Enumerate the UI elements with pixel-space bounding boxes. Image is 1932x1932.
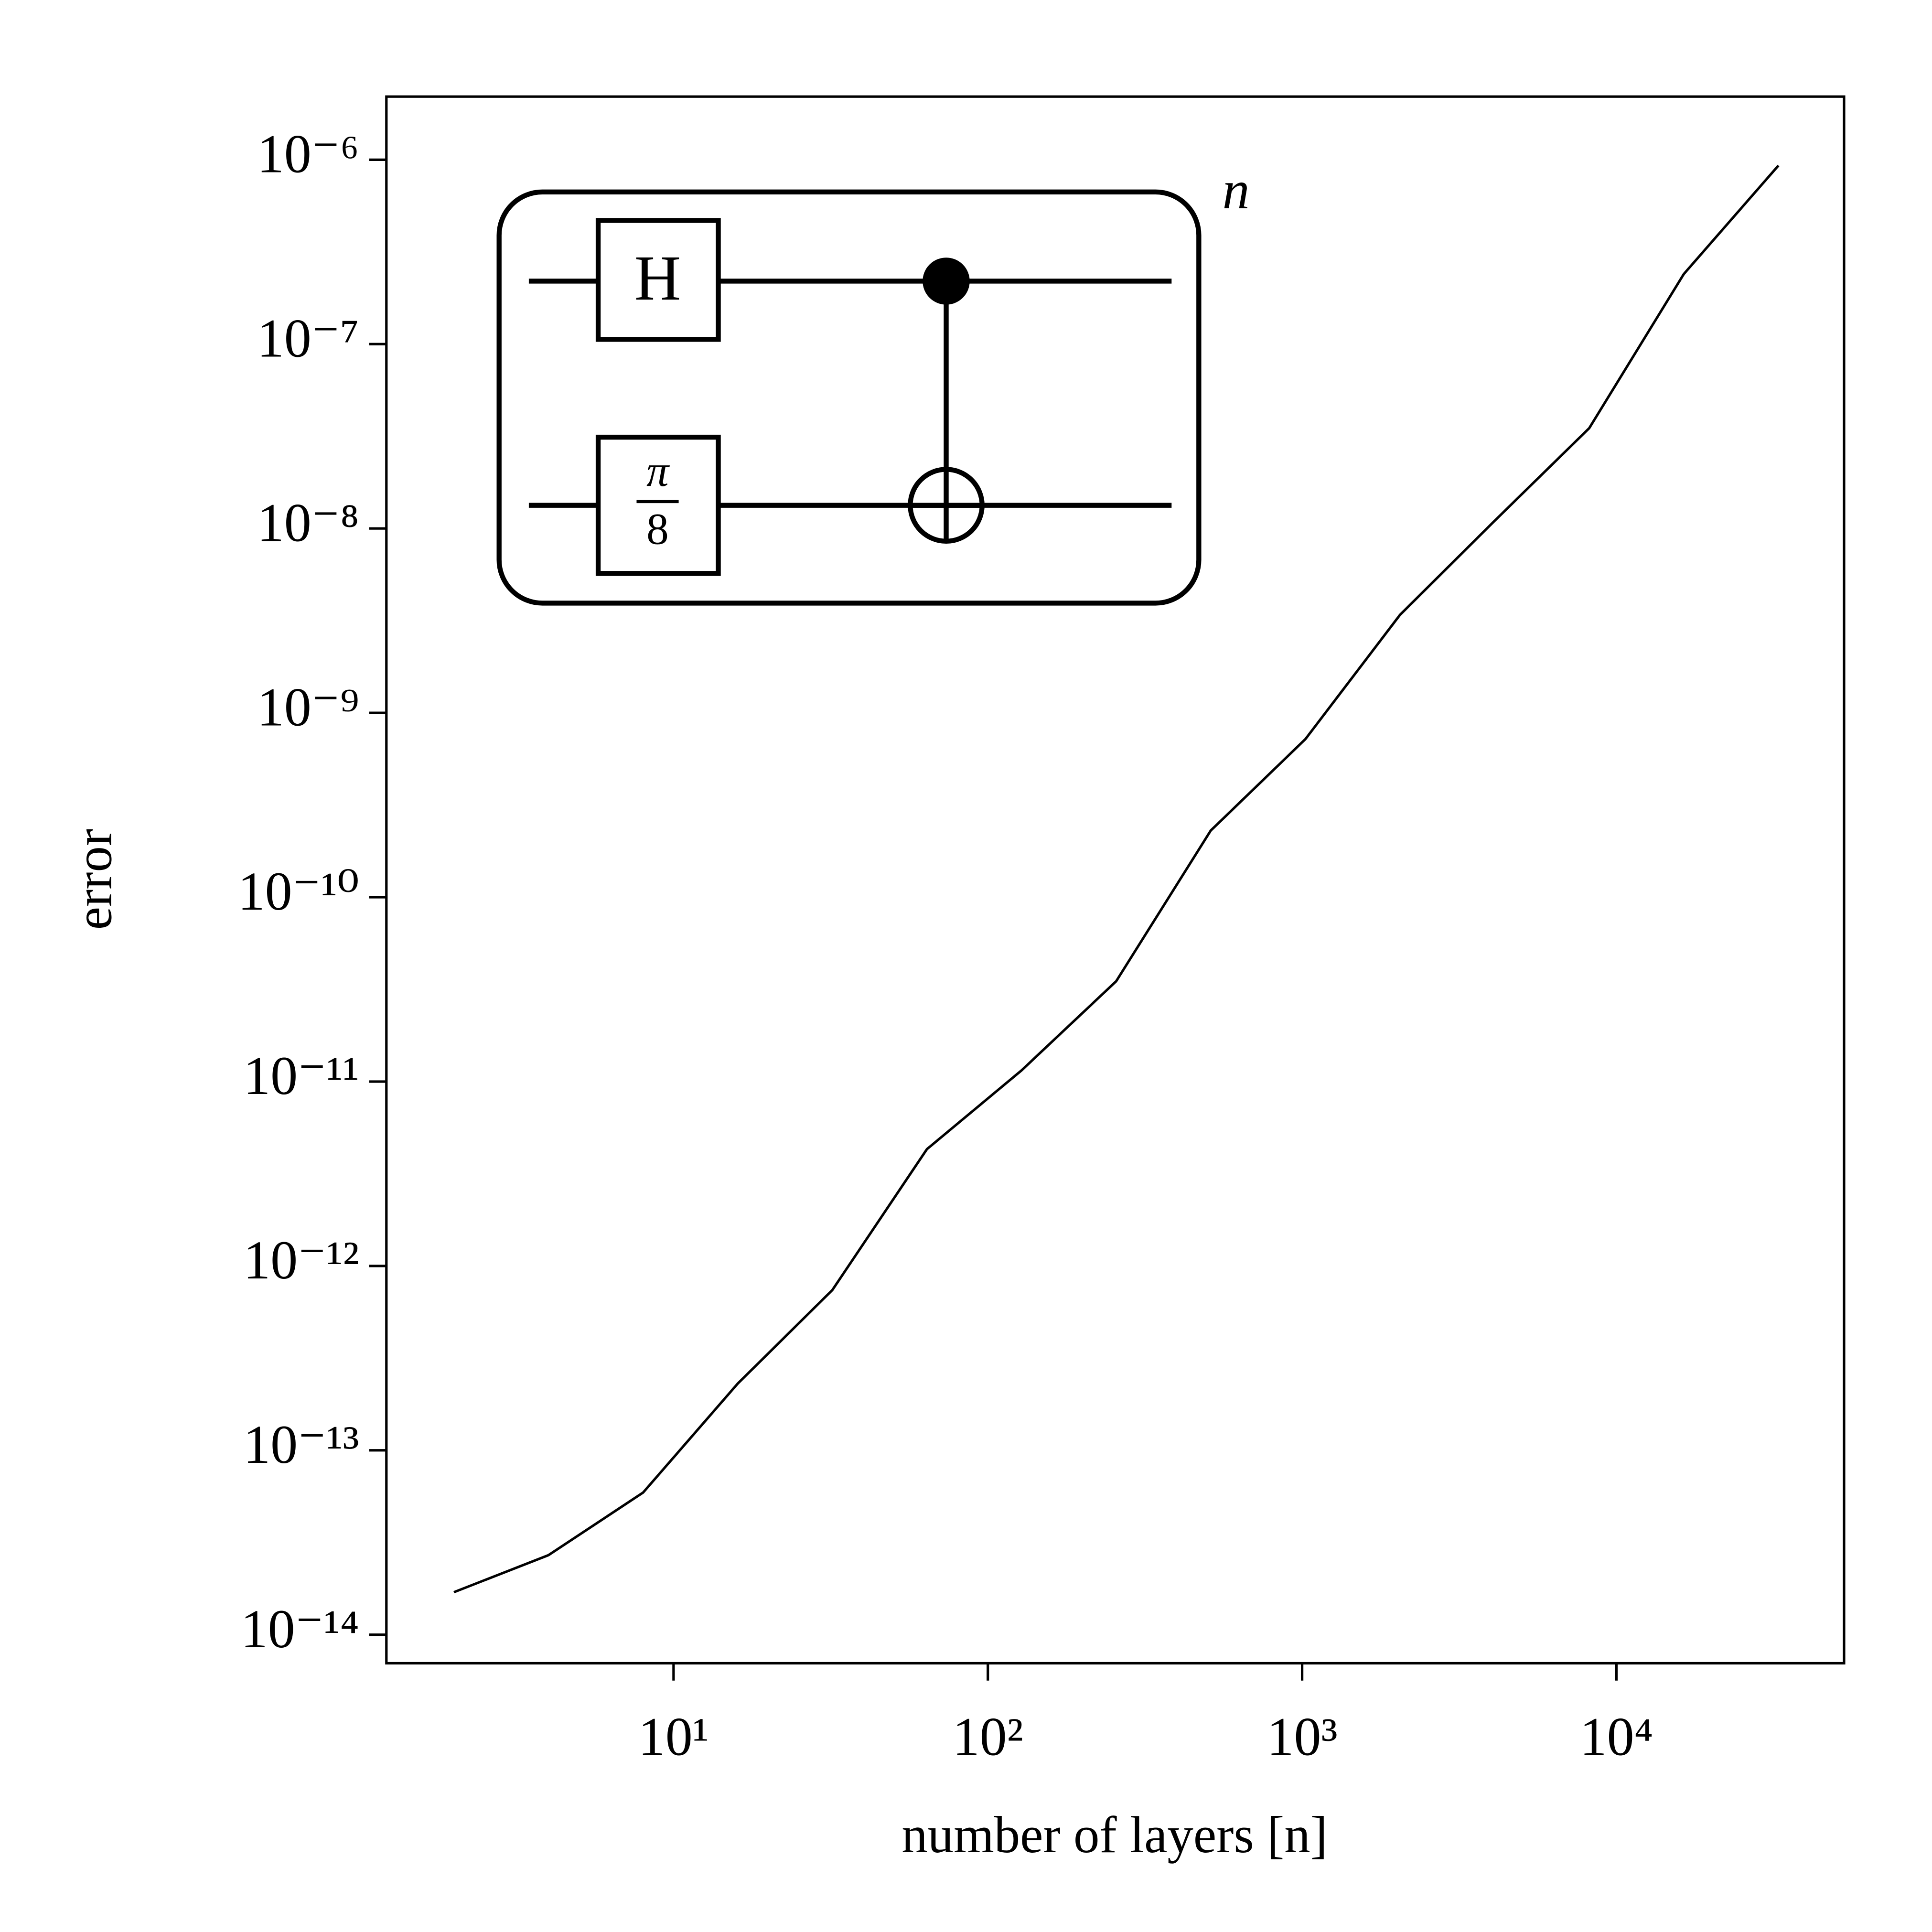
inset-box [496,189,1202,606]
gate-box [595,434,721,576]
x-tick-label: 10² [953,1707,1023,1767]
y-tick-label: 10⁻¹⁰ [238,861,359,922]
y-tick-label: 10⁻¹¹ [243,1045,359,1106]
y-tick-label: 10⁻⁸ [257,492,359,553]
y-tick-label: 10⁻¹² [243,1230,359,1290]
control-dot [923,258,970,305]
repeat-label: n [1223,160,1250,220]
x-axis-label: number of layers [n] [902,1806,1328,1864]
x-tick-label: 10⁴ [1580,1707,1653,1767]
plot-frame [385,95,1846,1665]
y-tick-label: 10⁻⁶ [257,124,359,184]
x-tick-label: 10¹ [638,1707,709,1767]
y-tick-label: 10⁻¹⁴ [241,1599,359,1659]
y-tick-label: 10⁻⁹ [257,676,359,737]
gate-label: π [646,447,670,496]
x-tick-label: 10³ [1267,1707,1337,1767]
y-tick-label: 10⁻⁷ [257,308,359,368]
y-tick-label: 10⁻¹³ [243,1414,359,1475]
data-line [453,164,1780,1594]
gate-box [595,218,721,342]
circuit-inset: H π 8 n [496,160,1250,606]
gate-label: 8 [646,505,669,554]
gate-label: H [634,243,681,314]
y-axis-label: error [64,829,122,930]
